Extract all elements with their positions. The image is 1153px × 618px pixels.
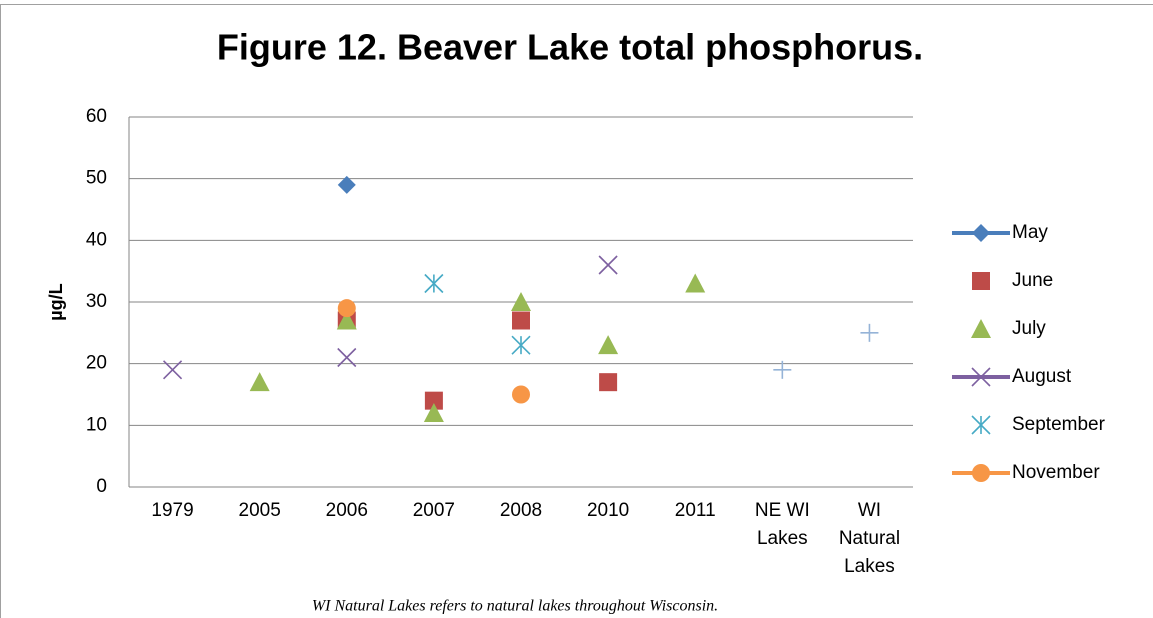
marker (598, 255, 618, 275)
y-tick-label: 50 (86, 168, 107, 189)
marker-stroke (971, 367, 991, 387)
x-tick-label: WI Natural Lakes (838, 500, 901, 577)
x-tick-label: 1979 (151, 500, 194, 521)
x-tick-label: 2010 (586, 500, 630, 521)
marker (512, 385, 530, 404)
marker (423, 403, 444, 422)
x-tick-label: 2006 (325, 500, 368, 521)
legend-marker (972, 272, 990, 290)
marker (511, 292, 531, 311)
legend-label: September (1012, 414, 1106, 435)
footnote: WI Natural Lakes refers to natural lakes… (312, 598, 718, 615)
marker-stroke (162, 360, 183, 380)
y-tick-label: 20 (86, 353, 107, 374)
legend-marker (971, 367, 991, 387)
legend-marker (972, 224, 990, 242)
marker (860, 323, 879, 342)
x-tick-label: 2011 (674, 500, 716, 521)
marker (598, 335, 619, 355)
x-tick-label: 2007 (412, 500, 456, 521)
marker (337, 299, 356, 318)
marker (599, 373, 618, 392)
marker (336, 310, 357, 330)
y-tick-label: 0 (96, 476, 107, 497)
marker (512, 311, 530, 330)
legend-label: June (1012, 270, 1053, 291)
legend-label: August (1012, 366, 1072, 387)
chart-border (0, 4, 1153, 618)
chart-title: Figure 12. Beaver Lake total phosphorus. (217, 27, 923, 68)
legend-label: November (1012, 462, 1100, 483)
legend-marker (971, 415, 991, 435)
marker (337, 347, 357, 368)
y-axis-label: µg/L (46, 283, 66, 320)
marker-stroke (598, 255, 618, 275)
marker (249, 372, 270, 392)
marker (685, 273, 706, 293)
x-tick-label: 2005 (238, 500, 281, 521)
legend-marker (971, 319, 991, 338)
x-tick-label: NE WI Lakes (754, 500, 810, 549)
marker (511, 335, 531, 355)
marker (162, 360, 183, 380)
legend-marker (972, 464, 990, 482)
marker (337, 175, 356, 194)
y-tick-label: 40 (86, 229, 107, 250)
legend-label: May (1012, 222, 1048, 243)
y-tick-label: 60 (86, 106, 107, 127)
legend-label: July (1012, 318, 1046, 339)
marker (424, 391, 443, 410)
x-tick-label: 2008 (499, 500, 543, 521)
y-tick-label: 30 (86, 291, 107, 312)
y-tick-label: 10 (86, 414, 107, 435)
marker (424, 273, 444, 294)
marker (773, 360, 792, 379)
marker-stroke (337, 347, 357, 368)
